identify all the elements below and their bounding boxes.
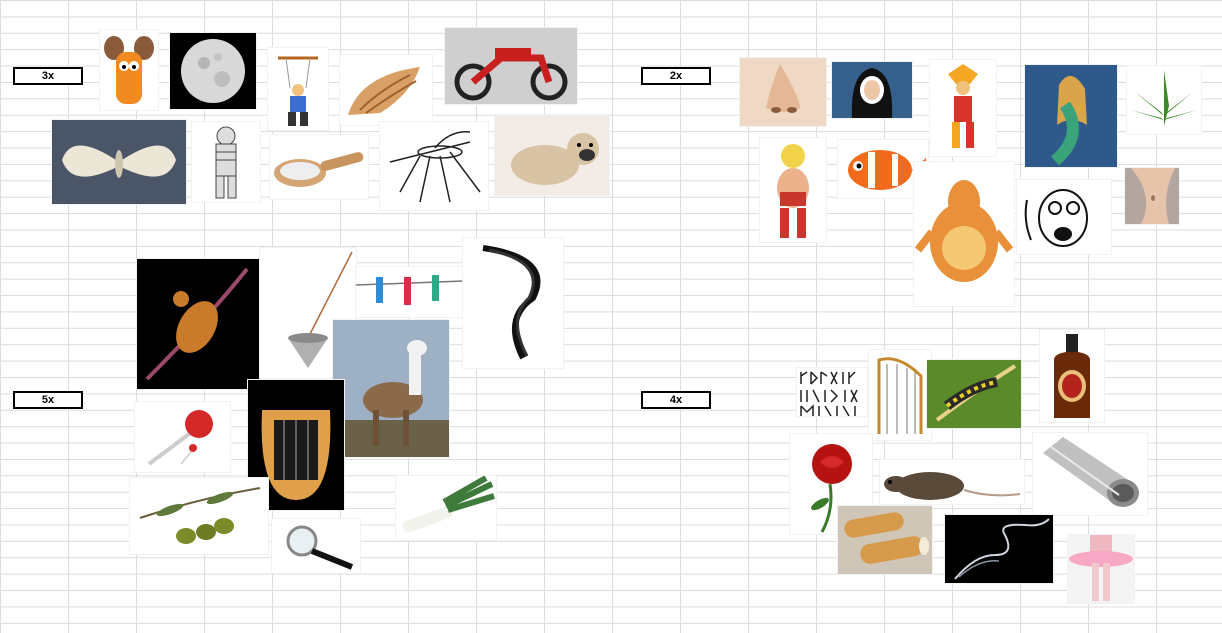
nun-icon[interactable] <box>832 62 912 118</box>
clownfish-icon[interactable] <box>838 140 928 198</box>
label-3x[interactable]: 3x <box>13 67 83 85</box>
lollipop-icon[interactable] <box>135 402 230 472</box>
rum-bottle-icon[interactable] <box>1040 330 1104 422</box>
nose-icon[interactable] <box>740 58 826 126</box>
magnifying-glass-icon[interactable] <box>272 519 360 573</box>
pug-dog-icon[interactable] <box>495 115 609 195</box>
label-4x[interactable]: 4x <box>641 391 711 409</box>
cannabis-leaf-icon[interactable] <box>1127 66 1201 134</box>
cannoli-icon[interactable] <box>838 506 932 574</box>
mosquito-icon[interactable] <box>380 122 488 210</box>
moth-icon[interactable] <box>52 120 186 204</box>
label-5x[interactable]: 5x <box>13 391 83 409</box>
cartoon-mouse-icon[interactable] <box>100 30 158 110</box>
clothespins-icon[interactable] <box>356 267 464 317</box>
harp-icon[interactable] <box>869 350 931 440</box>
seashell-icon[interactable] <box>340 55 432 125</box>
jester-icon[interactable] <box>930 60 996 156</box>
moped-icon[interactable] <box>445 28 577 104</box>
cartoon-animal-icon[interactable] <box>914 162 1014 306</box>
tutu-icon[interactable] <box>1068 535 1134 603</box>
caterpillar-icon[interactable] <box>927 360 1021 428</box>
smoke-icon[interactable] <box>945 515 1053 583</box>
full-moon-icon[interactable] <box>170 33 256 109</box>
llama-icon[interactable] <box>333 320 449 457</box>
louse-icon[interactable] <box>137 259 259 389</box>
cartoon-woman-icon[interactable] <box>760 138 826 242</box>
label-2x[interactable]: 2x <box>641 67 711 85</box>
leek-icon[interactable] <box>396 476 496 540</box>
belly-icon[interactable] <box>1125 168 1179 224</box>
mummy-icon[interactable] <box>192 122 260 202</box>
wooden-scoop-icon[interactable] <box>270 135 368 199</box>
mermaid-icon[interactable] <box>1025 65 1117 167</box>
rat-icon[interactable] <box>880 460 1024 504</box>
shocked-face-icon[interactable] <box>1017 180 1111 254</box>
runes-icon[interactable] <box>797 368 867 416</box>
marionette-icon[interactable] <box>268 48 328 130</box>
olives-icon[interactable] <box>130 478 268 554</box>
hair-strand-icon[interactable] <box>463 238 563 368</box>
metal-tube-icon[interactable] <box>1033 433 1147 515</box>
